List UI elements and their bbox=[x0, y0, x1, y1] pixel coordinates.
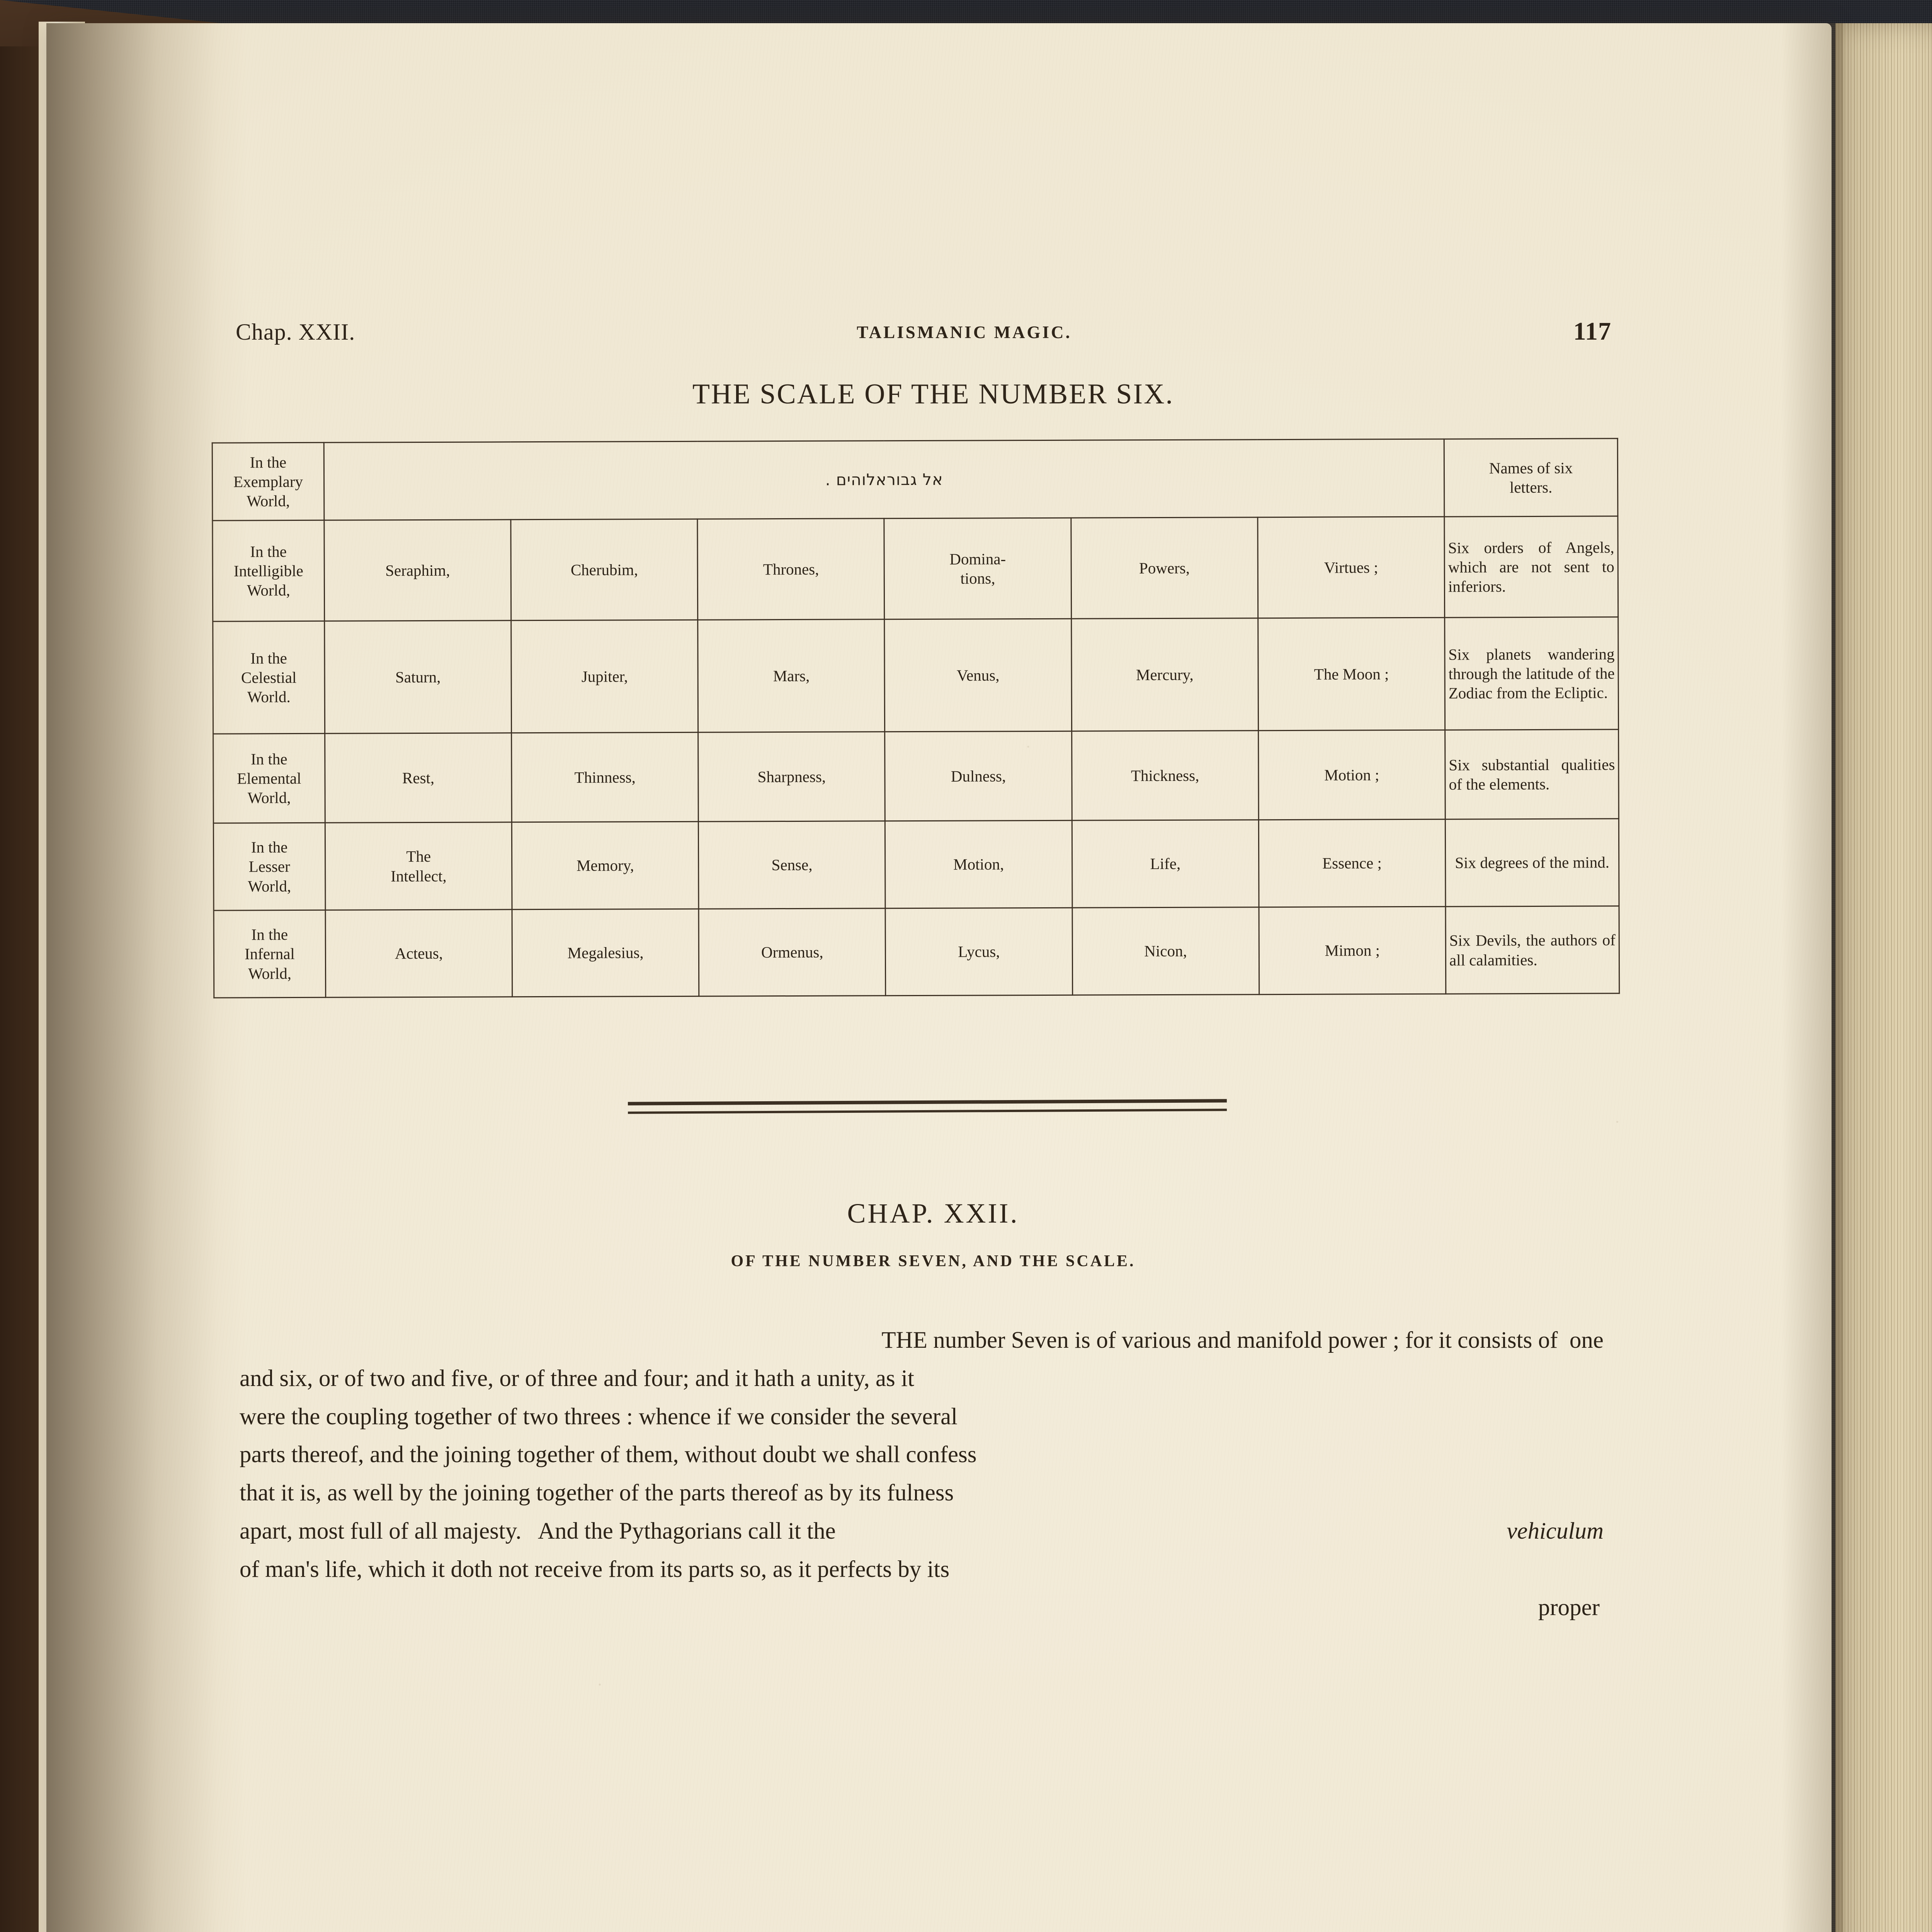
table-cell: Acteus, bbox=[325, 909, 512, 998]
page-block-fore-edge bbox=[1835, 23, 1932, 1932]
table-cell: Cherubim, bbox=[511, 519, 698, 621]
row-gloss: Six degrees of the mind. bbox=[1445, 818, 1619, 907]
latin-term-vehiculum: vehiculum bbox=[1507, 1518, 1604, 1544]
table-row: In the Celestial World. Saturn, Jupiter, M… bbox=[213, 617, 1619, 734]
table-cell: Mimon ; bbox=[1259, 906, 1446, 995]
table-cell: Domina-tions, bbox=[884, 518, 1071, 619]
running-head-title: TALISMANIC MAGIC. bbox=[857, 323, 1072, 342]
running-head: Chap. XXII. TALISMANIC MAGIC. 117 bbox=[236, 317, 1611, 346]
body-paragraph: THE number Seven is of various and manif… bbox=[240, 1321, 1604, 1627]
table-cell: Motion ; bbox=[1258, 730, 1446, 820]
table-cell: The Intellect, bbox=[325, 822, 512, 910]
page-leaf: Chap. XXII. TALISMANIC MAGIC. 117 THE SC… bbox=[46, 23, 1832, 1932]
table-cell: Mars, bbox=[698, 619, 885, 733]
table-cell: Thickness, bbox=[1071, 730, 1259, 821]
row-world-label: In the Intelligible World, bbox=[212, 520, 325, 622]
row-world-label: In the Celestial World. bbox=[213, 621, 325, 734]
body-line-text: that it is, as well by the joining toget… bbox=[240, 1480, 954, 1506]
body-line: and six, or of two and five, or of three… bbox=[240, 1360, 1604, 1398]
body-line: THE number Seven is of various and manif… bbox=[240, 1321, 1604, 1360]
running-head-chapter: Chap. XXII. bbox=[236, 319, 355, 345]
scale-table-title: THE SCALE OF THE NUMBER SIX. bbox=[692, 378, 1174, 410]
table-row: In the Intelligible World, Seraphim, Cheru… bbox=[212, 516, 1618, 622]
divider-thick-line bbox=[628, 1099, 1227, 1105]
text-block: Chap. XXII. TALISMANIC MAGIC. 117 THE SC… bbox=[174, 317, 1681, 1627]
table-cell: Venus, bbox=[884, 619, 1072, 732]
table-cell: Saturn, bbox=[324, 620, 512, 734]
row-gloss: Six substantial qualities of the element… bbox=[1445, 729, 1619, 820]
scale-table-wrapper: In the Exemplary World, אל גבוראלוהים . Na… bbox=[211, 438, 1620, 998]
table-cell: Nicon, bbox=[1072, 907, 1259, 995]
table-cell: Powers, bbox=[1071, 517, 1258, 619]
table-cell: Motion, bbox=[885, 820, 1072, 908]
table-cell: Memory, bbox=[512, 821, 699, 910]
body-line-text: THE number Seven is of various and manif… bbox=[881, 1327, 1604, 1353]
table-cell: Essence ; bbox=[1259, 819, 1446, 907]
table-row: In the Infernal World, Acteus, Megalesius,… bbox=[214, 906, 1619, 998]
body-line-catchword: proper bbox=[1538, 1594, 1600, 1621]
chapter-subheading: OF THE NUMBER SEVEN, AND THE SCALE. bbox=[731, 1252, 1136, 1270]
table-cell: Life, bbox=[1071, 820, 1259, 908]
hebrew-divine-name: אל גבוראלוהים . bbox=[324, 439, 1444, 520]
chapter-heading: CHAP. XXII. bbox=[847, 1198, 1019, 1229]
row-gloss: Names of six letters. bbox=[1444, 438, 1618, 517]
row-gloss: Six planets wandering through the latitu… bbox=[1444, 617, 1619, 730]
table-cell: Sense, bbox=[698, 821, 886, 909]
table-cell: Rest, bbox=[325, 733, 512, 823]
table-cell: Thinness, bbox=[511, 732, 699, 822]
table-row: In the Lesser World, The Intellect, Memory,… bbox=[213, 818, 1619, 911]
table-row: In the Exemplary World, אל גבוראלוהים . Na… bbox=[212, 438, 1618, 521]
body-line: were the coupling together of two threes… bbox=[240, 1398, 1604, 1436]
section-divider-rule bbox=[628, 1099, 1227, 1114]
body-line-text: apart, most full of all majesty. And the… bbox=[240, 1518, 842, 1544]
row-world-label: In the Lesser World, bbox=[213, 823, 326, 911]
table-cell: Mercury, bbox=[1071, 618, 1259, 731]
row-world-label: In the Exemplary World, bbox=[212, 442, 324, 521]
row-world-label: In the Elemental World, bbox=[213, 733, 325, 823]
divider-thin-line bbox=[628, 1109, 1227, 1114]
table-cell: Dulness, bbox=[885, 731, 1072, 821]
table-cell: Lycus, bbox=[885, 908, 1073, 996]
body-line: of man's life, which it doth not receive… bbox=[240, 1551, 1604, 1589]
body-line-text: parts thereof, and the joining together … bbox=[240, 1442, 977, 1468]
row-gloss: Six orders of Angels, which are not sent… bbox=[1444, 516, 1618, 618]
row-gloss: Six Devils, the authors of all calamitie… bbox=[1446, 906, 1619, 994]
body-line: apart, most full of all majesty. And the… bbox=[240, 1512, 1604, 1551]
row-world-label: In the Infernal World, bbox=[214, 910, 326, 998]
table-cell: Seraphim, bbox=[324, 519, 511, 621]
table-row: In the Elemental World, Rest, Thinness, Sh… bbox=[213, 729, 1619, 823]
body-line-text: were the coupling together of two threes… bbox=[240, 1403, 958, 1430]
body-line-text: of man's life, which it doth not receive… bbox=[240, 1556, 950, 1582]
paragraph-indent bbox=[240, 1321, 277, 1360]
body-line: that it is, as well by the joining toget… bbox=[240, 1474, 1604, 1512]
scale-of-six-table: In the Exemplary World, אל גבוראלוהים . Na… bbox=[211, 438, 1620, 998]
table-cell: The Moon ; bbox=[1258, 617, 1445, 731]
table-cell: Jupiter, bbox=[511, 620, 698, 733]
body-line-text: and six, or of two and five, or of three… bbox=[240, 1365, 914, 1391]
table-cell: Sharpness, bbox=[698, 731, 885, 822]
table-cell: Ormenus, bbox=[699, 908, 886, 997]
fore-edge-shadow bbox=[1781, 23, 1843, 1932]
table-cell: Thrones, bbox=[697, 518, 885, 620]
table-cell: Megalesius, bbox=[512, 909, 699, 997]
body-line: parts thereof, and the joining together … bbox=[240, 1436, 1604, 1474]
page-number: 117 bbox=[1573, 317, 1611, 345]
table-cell: Virtues ; bbox=[1257, 517, 1445, 618]
